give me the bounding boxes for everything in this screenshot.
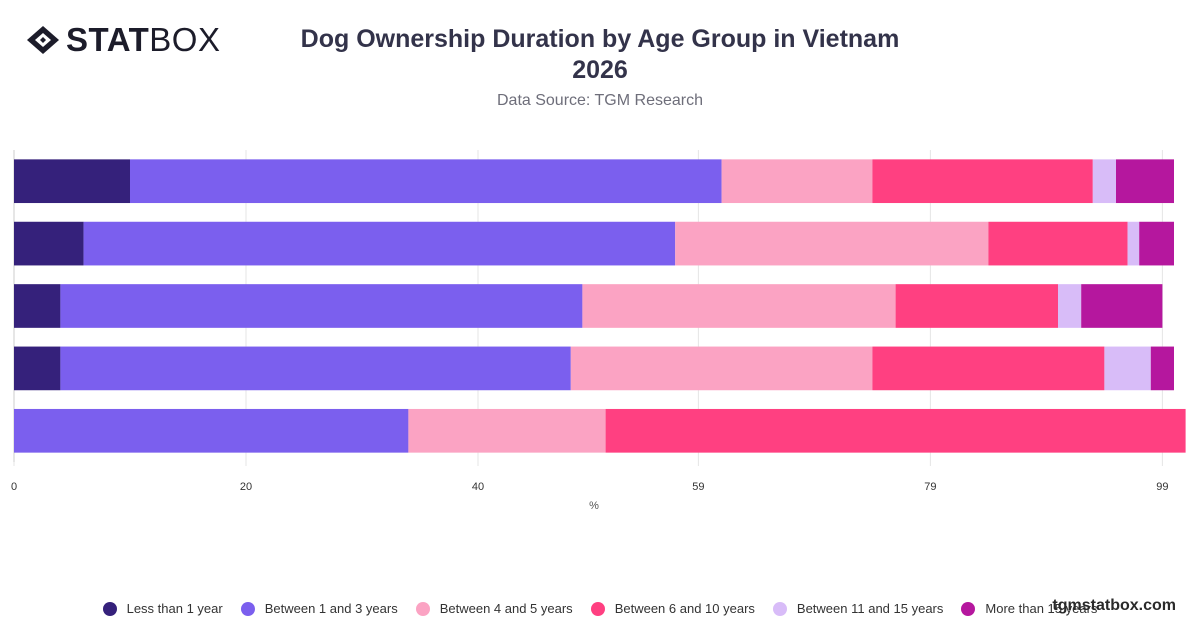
bar-segment [1150,346,1174,391]
stacked-bar-chart: 0 20 40 59 79 99% [11,150,1186,512]
bar-segment [1104,346,1151,391]
diamond-logo-icon [27,26,59,54]
chart-legend: Less than 1 year Between 1 and 3 years Bet… [0,601,1200,616]
legend-label: More than 15 years [985,601,1098,616]
legend-item[interactable]: Between 1 and 3 years [240,601,398,616]
bar-segment [872,346,1105,391]
legend-dot-icon [590,601,605,616]
bar-segment [83,221,676,266]
legend-label: Between 6 and 10 years [614,601,755,616]
bar-segment [14,221,84,266]
legend-item[interactable]: Between 11 and 15 years [772,601,944,616]
legend-label: Less than 1 year [126,601,223,616]
legend-dot-icon [240,601,255,616]
legend-label: Between 11 and 15 years [796,601,944,616]
legend-item[interactable]: Between 6 and 10 years [590,601,755,616]
legend-dot-icon [961,601,976,616]
legend-item[interactable]: More than 15 years [961,601,1097,616]
bar-segment [408,408,606,453]
watermark: tgmstatbox.com [1052,597,1176,614]
statbox-logo: STATBOX [26,22,220,58]
x-axis-title: % [589,500,599,512]
bar-segment [675,221,989,266]
bar-segment [14,408,409,453]
x-tick-label: 0 [11,481,17,493]
bar-segment [1127,221,1140,266]
legend-dot-icon [102,601,117,616]
bar-segment [570,346,873,391]
x-tick-label: 40 [472,481,484,493]
legend-dot-icon [415,601,430,616]
bar-segment [60,284,583,328]
x-tick-label: 59 [692,481,704,493]
legend-label: Between 1 and 3 years [264,601,398,616]
bar-segment [721,159,873,204]
legend-dot-icon [772,601,787,616]
chart-title-line-2: 2026 [572,56,628,84]
bar-segment [988,221,1128,266]
x-tick-label: 99 [1156,481,1168,493]
bar-segment [582,284,896,328]
legend-label: Between 4 and 5 years [439,601,573,616]
bar-segment [1139,221,1174,266]
bar-segment [1058,284,1082,328]
bar-segment [1081,284,1163,328]
x-tick-label: 20 [240,481,252,493]
chart-title: Dog Ownership Duration by Age Group in V… [200,24,1000,86]
bar-segment [14,346,61,391]
bar-segment [605,408,1186,453]
bar-segment [14,159,130,204]
bar-segment [1092,159,1116,204]
legend-item[interactable]: Less than 1 year [102,601,223,616]
bar-segment [130,159,722,204]
bar-segment [895,284,1058,328]
chart-subtitle: Data Source: TGM Research [496,92,703,109]
bar-segment [14,284,61,328]
x-tick-label: 79 [924,481,936,493]
legend-item[interactable]: Between 4 and 5 years [415,601,573,616]
logo-text: STATBOX [66,21,221,58]
chart-title-line-1: Dog Ownership Duration by Age Group in V… [300,25,900,53]
bar-segment [60,346,571,391]
bar-segment [872,159,1093,204]
bar-segment [1116,159,1174,204]
